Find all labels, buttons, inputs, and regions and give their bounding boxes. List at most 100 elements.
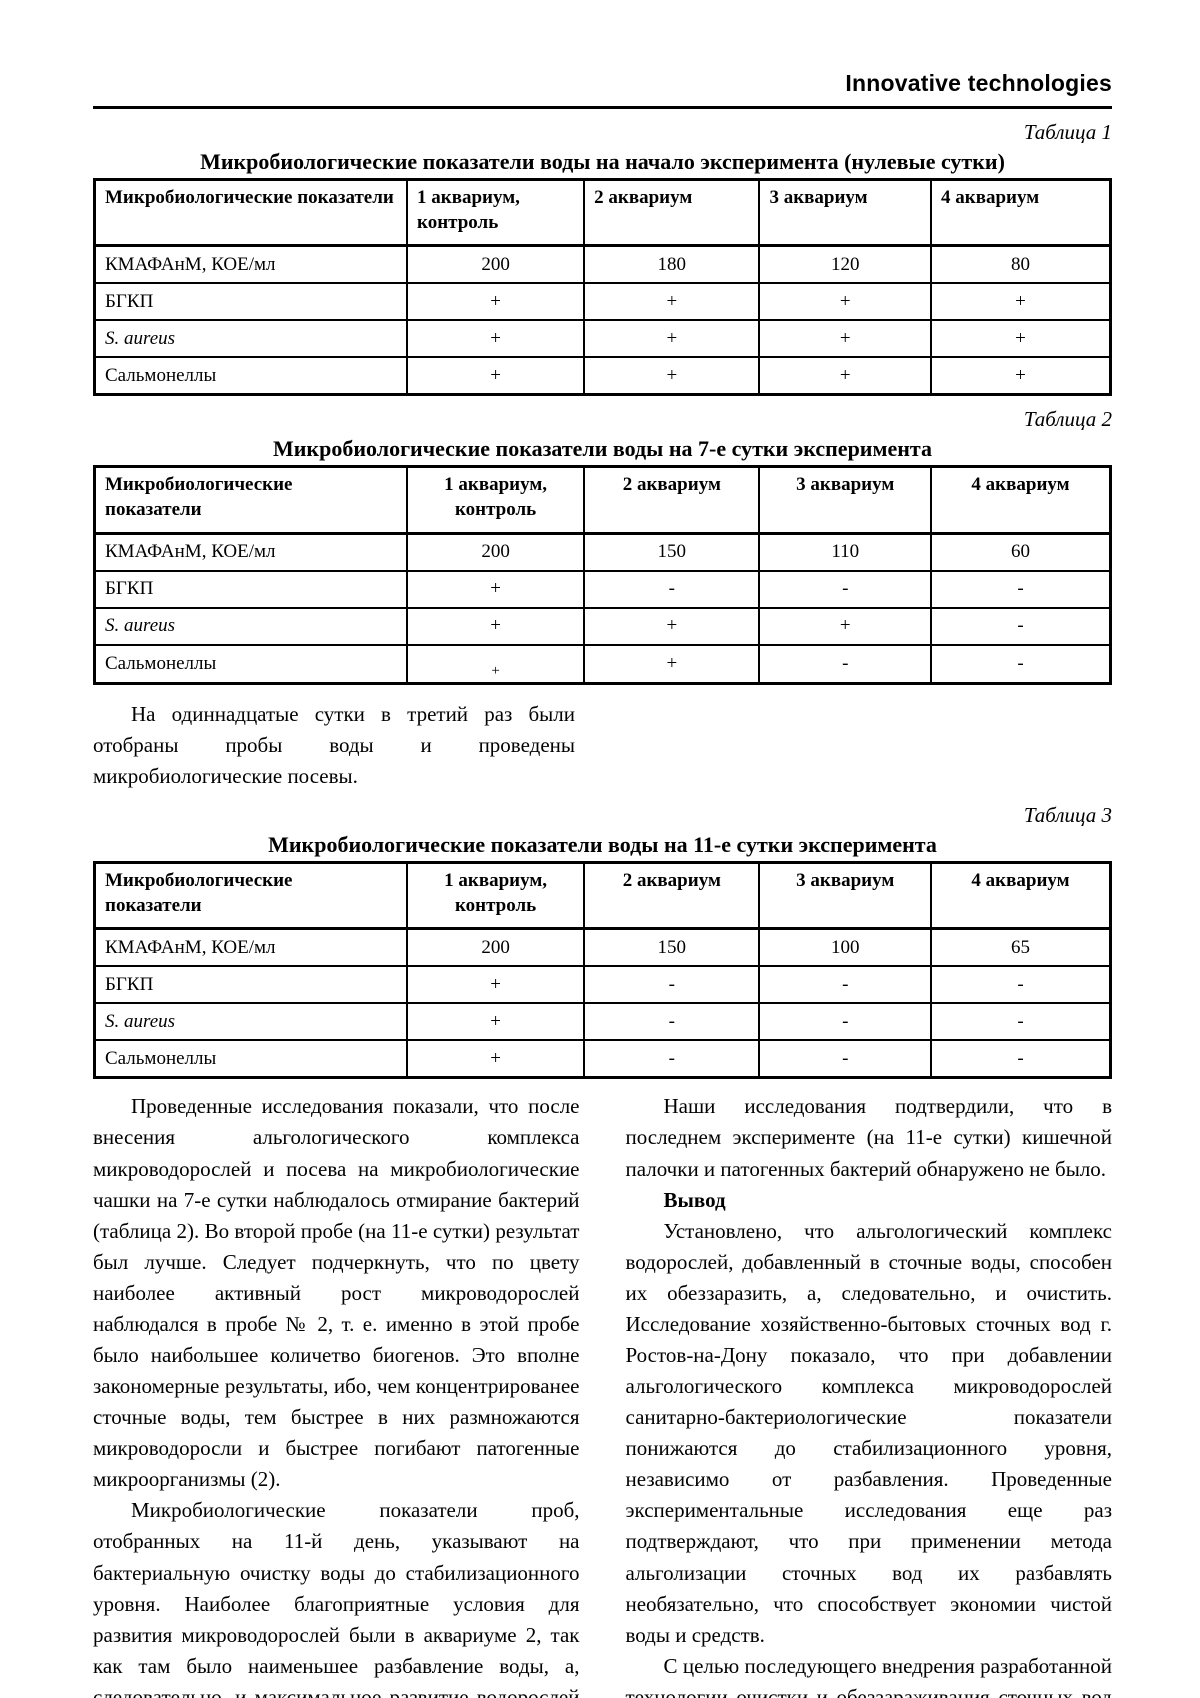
- value-cell: 200: [406, 244, 586, 285]
- value-cell: 200: [406, 927, 586, 968]
- value-cell: +: [406, 643, 586, 685]
- table-1-label: Таблица 1: [1023, 120, 1112, 144]
- column-header: 4 аквариум: [930, 861, 1112, 931]
- header-row: Микробиологические показатели 1 аквариум,…: [93, 861, 1112, 931]
- value-cell: -: [758, 1039, 933, 1079]
- value-cell: 110: [758, 532, 933, 572]
- table-1-title: Микробиологические показатели воды на на…: [200, 149, 1005, 174]
- table-row: Сальмонеллы + + + +: [93, 356, 1112, 396]
- value-cell: +: [583, 606, 761, 646]
- table-row: КМАФАнМ, КОЕ/мл 200 150 110 60: [93, 532, 1112, 572]
- row-label-cell: БГКП: [93, 965, 409, 1005]
- value-cell: +: [583, 643, 761, 685]
- value-cell: +: [406, 1002, 586, 1042]
- table-1-section: Таблица 1 Микробиологические показатели …: [93, 109, 1112, 397]
- value-cell: 60: [930, 532, 1112, 572]
- value-cell: +: [583, 319, 761, 359]
- table-3: Микробиологические показатели 1 аквариум,…: [93, 860, 1112, 1080]
- value-cell: 65: [930, 927, 1112, 968]
- running-head: Innovative technologies: [845, 70, 1112, 96]
- value-cell: -: [758, 643, 933, 685]
- row-label-cell: S. aureus: [93, 1002, 409, 1042]
- row-label-cell: S. aureus: [93, 606, 409, 646]
- table-row: Сальмонеллы + - - -: [93, 1039, 1112, 1079]
- text-column-right: Наши исследования подтвердили, что в пос…: [626, 1091, 1113, 1698]
- table-3-section: Таблица 3 Микробиологические показатели …: [93, 792, 1112, 1080]
- table-row: КМАФАнМ, КОЕ/мл 200 150 100 65: [93, 927, 1112, 968]
- paragraph: Наши исследования подтвердили, что в пос…: [625, 1094, 1113, 1181]
- value-cell: +: [583, 282, 761, 322]
- value-cell: 180: [583, 244, 761, 285]
- paragraph: Микробиологические показатели проб, отоб…: [93, 1498, 580, 1698]
- value-cell: -: [930, 643, 1112, 685]
- paragraph: Установлено, что альгологический комплек…: [625, 1218, 1113, 1647]
- value-cell: -: [583, 965, 761, 1005]
- table-3-label: Таблица 3: [1023, 802, 1112, 827]
- row-label-cell: БГКП: [93, 569, 409, 609]
- paragraph: С целью последующего внедрения разработа…: [625, 1653, 1113, 1698]
- table-3-title: Микробиологические показатели воды на 11…: [268, 831, 937, 857]
- row-label-cell: Сальмонеллы: [93, 643, 409, 685]
- table-row: БГКП + + + +: [93, 282, 1112, 322]
- value-cell: 100: [758, 927, 933, 968]
- column-header: 2 аквариум: [583, 178, 761, 248]
- text-column-left: Проведенные исследования показали, что п…: [93, 1091, 580, 1698]
- value-cell: 80: [930, 244, 1112, 285]
- table-2: Микробиологические показатели 1 аквариум,…: [93, 465, 1112, 685]
- table-row: S. aureus + - - -: [93, 1002, 1112, 1042]
- paragraph: Проведенные исследования показали, что п…: [93, 1094, 580, 1492]
- value-cell: 150: [583, 927, 761, 968]
- value-cell: +: [930, 319, 1112, 359]
- column-header: 1 аквариум, контроль: [406, 465, 586, 535]
- column-header: 1 аквариум, контроль: [406, 178, 586, 248]
- row-label-cell: КМАФАнМ, КОЕ/мл: [93, 927, 409, 968]
- value-cell: +: [406, 1039, 586, 1079]
- value-cell: +: [406, 356, 586, 396]
- row-label-cell: Сальмонеллы: [93, 1039, 409, 1079]
- value-cell: +: [583, 356, 761, 396]
- column-header: Микробиологические показатели: [93, 861, 409, 931]
- value-cell: +: [758, 319, 933, 359]
- table-1: Микробиологические показатели 1 аквариум,…: [93, 178, 1112, 397]
- table-row: КМАФАнМ, КОЕ/мл 200 180 120 80: [93, 244, 1112, 285]
- conclusion-heading: Вывод: [663, 1187, 726, 1212]
- value-cell: +: [406, 319, 586, 359]
- value-cell: -: [583, 569, 761, 609]
- column-header: 4 аквариум: [930, 178, 1112, 248]
- value-cell: +: [758, 606, 933, 646]
- value-cell: +: [758, 282, 933, 322]
- between-tables-paragraph: На одиннадцатые сутки в третий раз были …: [93, 701, 575, 788]
- page-header: Innovative technologies: [93, 70, 1112, 109]
- table-row: Сальмонеллы + + - -: [93, 643, 1112, 685]
- value-cell: 150: [583, 532, 761, 572]
- table-row: БГКП + - - -: [93, 965, 1112, 1005]
- value-cell: +: [406, 606, 586, 646]
- value-cell: -: [930, 1039, 1112, 1079]
- value-cell: -: [930, 606, 1112, 646]
- header-row: Микробиологические показатели 1 аквариум,…: [93, 178, 1112, 248]
- column-header: 2 аквариум: [583, 861, 761, 931]
- value-cell: -: [583, 1039, 761, 1079]
- header-row: Микробиологические показатели 1 аквариум,…: [93, 465, 1112, 535]
- column-header: 1 аквариум, контроль: [406, 861, 586, 931]
- row-label-cell: S. aureus: [93, 319, 409, 359]
- value-cell: +: [930, 282, 1112, 322]
- value-cell: +: [930, 356, 1112, 396]
- value-cell: +: [406, 282, 586, 322]
- value-cell: +: [758, 356, 933, 396]
- column-header: 2 аквариум: [583, 465, 761, 535]
- value-cell: -: [758, 965, 933, 1005]
- table-2-section: Таблица 2 Микробиологические показатели …: [93, 396, 1112, 685]
- value-cell: -: [930, 965, 1112, 1005]
- column-header: 3 аквариум: [758, 861, 933, 931]
- row-label-cell: Сальмонеллы: [93, 356, 409, 396]
- value-cell: 200: [406, 532, 586, 572]
- column-header: 3 аквариум: [758, 178, 933, 248]
- table-row: БГКП + - - -: [93, 569, 1112, 609]
- row-label-cell: КМАФАнМ, КОЕ/мл: [93, 532, 409, 572]
- value-cell: -: [583, 1002, 761, 1042]
- value-cell: -: [930, 569, 1112, 609]
- table-2-title: Микробиологические показатели воды на 7-…: [272, 436, 932, 462]
- column-header: Микробиологические показатели: [93, 465, 409, 535]
